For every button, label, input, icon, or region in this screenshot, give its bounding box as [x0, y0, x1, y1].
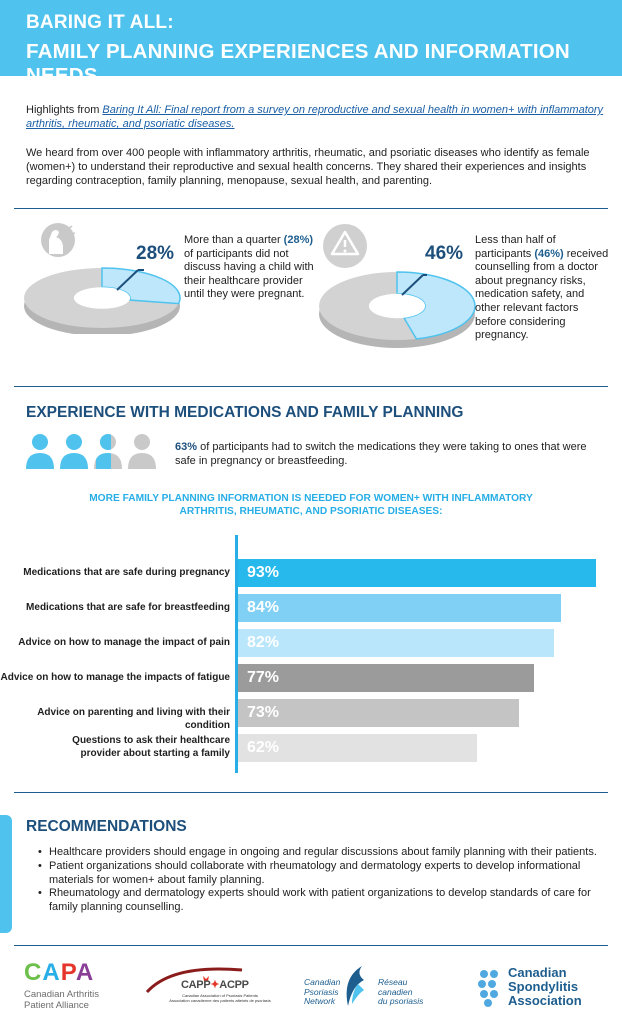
- chart-category-label: Advice on how to manage the impacts of f…: [0, 672, 230, 683]
- spine-icon: [478, 970, 498, 1007]
- chart-bar-value: 93%: [247, 564, 280, 581]
- csa-line2: Spondylitis: [508, 979, 579, 994]
- pregnant-woman-icon: [49, 230, 63, 254]
- capp-name: CAPP: [181, 979, 211, 991]
- recommendation-item: Healthcare providers should engage in on…: [38, 846, 598, 860]
- donut-hole: [73, 287, 131, 309]
- donut-chart-46: [319, 224, 476, 348]
- donut-chart-28: [24, 223, 181, 334]
- report-link[interactable]: Baring It All: Final report from a surve…: [26, 104, 604, 130]
- warning-icon: [330, 230, 360, 256]
- cpn-fr: Réseau canadien du psoriasis: [378, 977, 424, 1007]
- csa-line3: Association: [508, 993, 582, 1008]
- capp-swoosh: [145, 967, 243, 994]
- capa-sub1: Canadian Arthritis: [24, 989, 99, 1000]
- recommendation-item: Rheumatology and dermatology experts sho…: [38, 887, 598, 915]
- medications-stat: 63% of participants had to switch the me…: [175, 440, 605, 468]
- capa-letter: A: [75, 959, 95, 986]
- chart-bar: [238, 664, 535, 692]
- intro-paragraph: We heard from over 400 people with infla…: [26, 147, 590, 187]
- maple-leaf-icon: [203, 976, 209, 981]
- recommendations-title: RECOMMENDATIONS: [26, 818, 187, 835]
- cpn-flame-icon: [346, 966, 364, 1006]
- divider: [14, 386, 608, 387]
- stat-46-text-post: received counselling from a doctor about…: [475, 247, 609, 342]
- cpn-fr3: du psoriasis: [378, 996, 424, 1006]
- medications-stat-text: of participants had to switch the medica…: [175, 441, 587, 467]
- chart-bar: [238, 559, 596, 587]
- page-header: BARING IT ALL: FAMILY PLANNING EXPERIENC…: [0, 0, 622, 87]
- divider: [14, 208, 608, 209]
- stat-28-text-bold: (28%): [283, 234, 314, 246]
- capa-letter: C: [24, 959, 43, 986]
- cpn-en1: Canadian: [304, 977, 341, 987]
- chart-bar-value: 84%: [247, 599, 280, 616]
- divider: [14, 945, 608, 946]
- capa-sub2: Patient Alliance: [24, 1000, 89, 1011]
- intro-highlights: Highlights from Baring It All: Final rep…: [26, 103, 606, 131]
- csa-wordmark: Canadian Spondylitis Association: [508, 966, 582, 1008]
- intro-prefix: Highlights from: [26, 104, 103, 116]
- chart-bar: [238, 629, 554, 657]
- csa-line1: Canadian: [508, 965, 567, 980]
- chart-category-label: Advice on how to manage the impact of pa…: [18, 637, 230, 648]
- capa-letter: P: [60, 959, 76, 986]
- person-icon: [26, 434, 54, 469]
- donut-hole: [368, 293, 426, 319]
- medications-section-title: EXPERIENCE WITH MEDICATIONS AND FAMILY P…: [26, 404, 464, 421]
- chart-title: MORE FAMILY PLANNING INFORMATION IS NEED…: [89, 493, 533, 517]
- chart-bar-value: 77%: [247, 669, 280, 686]
- stat-46-text: Less than half of participants (46%) rec…: [475, 234, 610, 343]
- stat-46-value: 46%: [425, 243, 464, 264]
- chart-bar-value: 73%: [247, 704, 280, 721]
- capp-sub2: Association canadienne des patients atte…: [169, 998, 271, 1003]
- cpn-en: Canadian Psoriasis Network: [304, 977, 341, 1007]
- chart-category-label: Medications that are safe for breastfeed…: [26, 602, 230, 613]
- stat-46-text-bold: (46%): [534, 247, 564, 260]
- chart-bar-value: 82%: [247, 634, 280, 651]
- recommendation-item: Patient organizations should collaborate…: [38, 860, 598, 888]
- capa-wordmark: CAPA: [24, 960, 144, 986]
- medications-stat-bold: 63%: [175, 441, 198, 453]
- person-icon: [60, 434, 88, 469]
- capp-wordmark: CAPP✦ACPP: [181, 979, 249, 991]
- chart-bar: [238, 699, 519, 727]
- canadian-spondylitis-association-logo: Canadian Spondylitis Association: [476, 966, 606, 1012]
- recommendations-list: Healthcare providers should engage in on…: [38, 846, 598, 915]
- chart-category-label: Questions to ask their healthcare provid…: [72, 735, 230, 759]
- stat-46-text-pre: Less than half of participants: [475, 234, 556, 260]
- cpn-en3: Network: [304, 996, 336, 1006]
- cpn-en2: Psoriasis: [304, 986, 339, 997]
- capp-acpp: ACPP: [219, 979, 249, 991]
- cpn-fr2: canadien: [378, 986, 413, 997]
- chart-category-label: Advice on parenting and living with thei…: [37, 707, 230, 731]
- chart-bar-value: 62%: [247, 739, 280, 756]
- stat-28-text-pre: More than a quarter: [184, 234, 284, 246]
- stat-28-text-post: of participants did not discuss having a…: [184, 247, 314, 301]
- chart-bar: [238, 734, 477, 762]
- capa-letter: A: [42, 959, 61, 986]
- people-icons: [26, 434, 156, 469]
- capa-logo: CAPA Canadian Arthritis Patient Alliance: [24, 960, 144, 1012]
- cpn-fr1: Réseau: [378, 977, 408, 987]
- side-accent: [0, 815, 12, 933]
- capp-sub1: Canadian Association of Psoriasis Patien…: [182, 993, 258, 998]
- capp-sub: Canadian Association of Psoriasis Patien…: [165, 993, 275, 1003]
- title-line-1: BARING IT ALL:: [26, 12, 174, 33]
- stat-28-text: More than a quarter (28%) of participant…: [184, 234, 319, 302]
- chart-category-label: Medications that are safe during pregnan…: [23, 567, 230, 578]
- capp-acpp-logo: CAPP✦ACPP Canadian Association of Psoria…: [143, 966, 271, 1016]
- divider: [14, 792, 608, 793]
- person-icon: [128, 434, 156, 469]
- chart-bar: [238, 594, 562, 622]
- title-line-2: FAMILY PLANNING EXPERIENCES AND INFORMAT…: [26, 40, 570, 87]
- chart-axis: [235, 535, 238, 773]
- canadian-psoriasis-network-logo: Canadian Psoriasis Network Réseau canadi…: [298, 964, 438, 1014]
- stat-28-value: 28%: [136, 243, 175, 264]
